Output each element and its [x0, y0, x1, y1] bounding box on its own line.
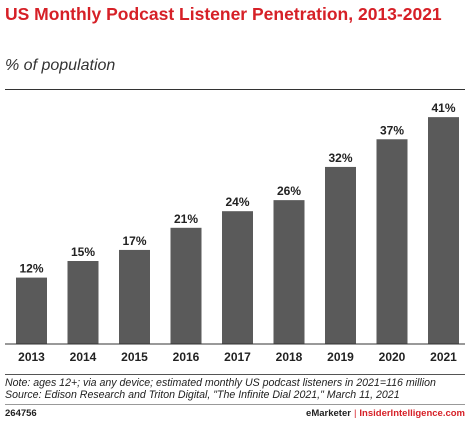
bar-2019 [325, 166, 356, 344]
bar-2016 [170, 227, 202, 344]
chart-title: US Monthly Podcast Listener Penetration,… [5, 4, 442, 24]
x-tick-2021: 2021 [430, 350, 457, 364]
bars-group: 12% 2013 15% 2014 17% 2015 21% 2016 24% 2017 26% 20… [16, 101, 459, 364]
bar-2017 [222, 211, 253, 344]
x-tick-2020: 2020 [379, 350, 406, 364]
value-label-2019: 32% [328, 151, 352, 165]
note-text: Note: ages 12+; via any device; estimate… [5, 377, 436, 389]
footer-rule [5, 404, 465, 405]
bar-chart: 12% 2013 15% 2014 17% 2015 21% 2016 24% 2017 26% 20… [5, 101, 465, 364]
bar-2018 [273, 200, 305, 344]
notes-rule [5, 374, 465, 375]
x-tick-2015: 2015 [121, 350, 148, 364]
brand-separator: | [353, 408, 357, 419]
x-tick-2018: 2018 [276, 350, 303, 364]
top-rule [5, 89, 465, 90]
x-tick-2016: 2016 [173, 350, 200, 364]
brand-site: InsiderIntelligence.com [359, 408, 465, 419]
x-tick-2017: 2017 [224, 350, 251, 364]
bar-2020 [376, 139, 408, 344]
chart-code: 264756 [5, 408, 37, 419]
value-label-2020: 37% [380, 123, 404, 137]
notes-block: Note: ages 12+; via any device; estimate… [5, 377, 467, 401]
x-tick-2014: 2014 [70, 350, 97, 364]
value-label-2015: 17% [122, 234, 146, 248]
brand-block: eMarketer | InsiderIntelligence.com [306, 408, 465, 419]
bar-2014 [67, 261, 99, 344]
value-label-2014: 15% [71, 245, 95, 259]
value-label-2021: 41% [431, 101, 455, 115]
value-label-2018: 26% [277, 184, 301, 198]
bar-2013 [16, 277, 47, 344]
bar-2015 [119, 249, 150, 344]
value-label-2013: 12% [19, 262, 43, 276]
source-text: Source: Edison Research and Triton Digit… [5, 389, 400, 401]
x-tick-2019: 2019 [327, 350, 354, 364]
chart-subtitle: % of population [5, 57, 116, 74]
x-tick-2013: 2013 [18, 350, 45, 364]
brand-name: eMarketer [306, 408, 351, 419]
value-label-2016: 21% [174, 212, 198, 226]
value-label-2017: 24% [225, 195, 249, 209]
bar-2021 [428, 117, 459, 344]
